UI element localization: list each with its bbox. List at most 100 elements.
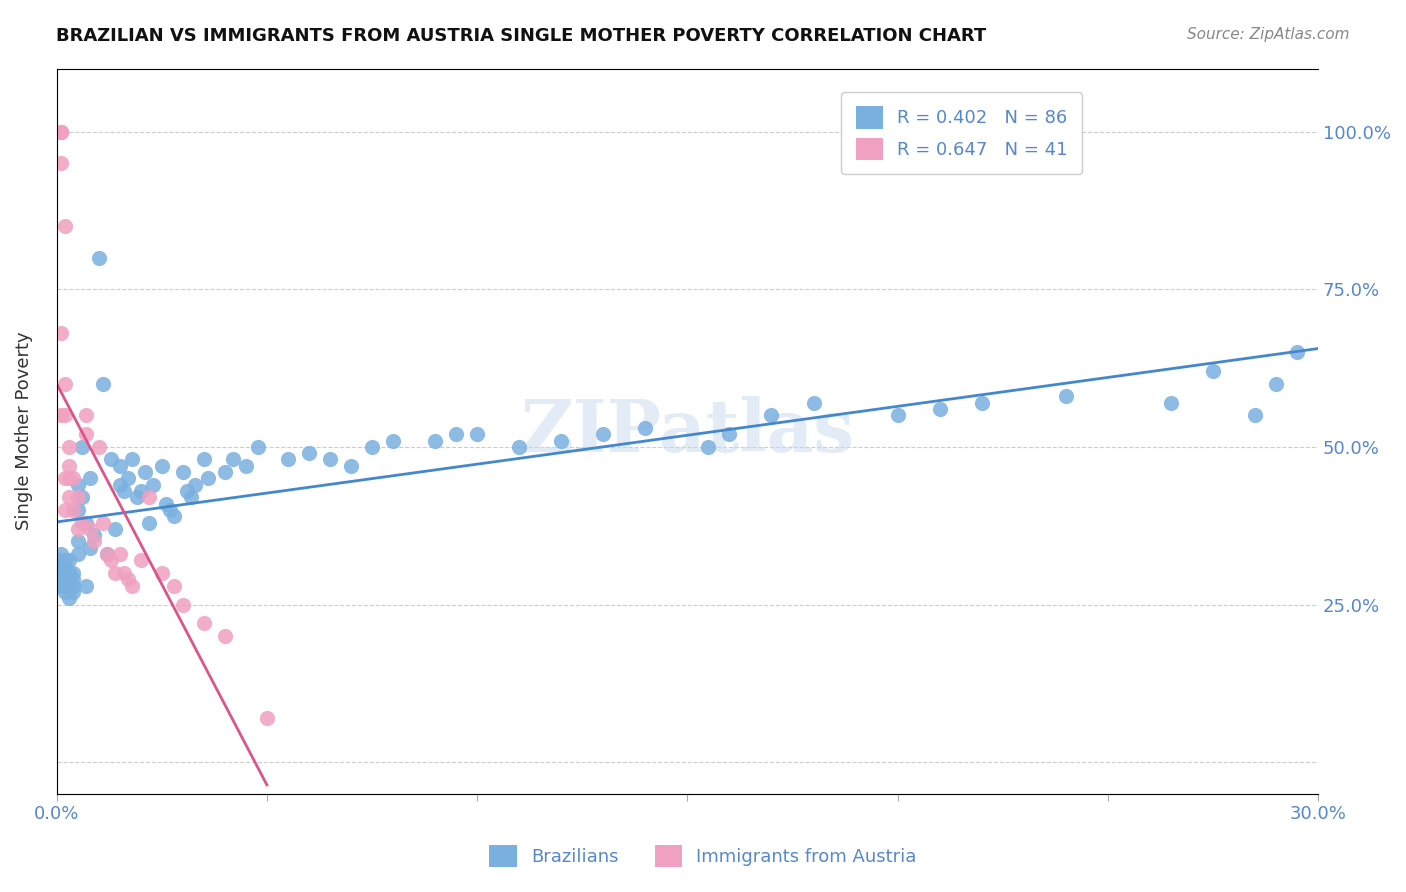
Point xyxy=(138,491,160,505)
Point xyxy=(197,471,219,485)
Point xyxy=(66,503,89,517)
Point xyxy=(66,522,89,536)
Point xyxy=(277,452,299,467)
Point xyxy=(112,483,135,498)
Point xyxy=(121,452,143,467)
Point xyxy=(62,503,84,517)
Point xyxy=(62,471,84,485)
Point xyxy=(91,376,114,391)
Point xyxy=(62,578,84,592)
Y-axis label: Single Mother Poverty: Single Mother Poverty xyxy=(15,332,32,531)
Legend: Brazilians, Immigrants from Austria: Brazilians, Immigrants from Austria xyxy=(482,838,924,874)
Text: BRAZILIAN VS IMMIGRANTS FROM AUSTRIA SINGLE MOTHER POVERTY CORRELATION CHART: BRAZILIAN VS IMMIGRANTS FROM AUSTRIA SIN… xyxy=(56,27,987,45)
Point xyxy=(58,471,80,485)
Point xyxy=(117,572,139,586)
Point xyxy=(718,427,741,442)
Point xyxy=(53,578,76,592)
Point xyxy=(49,553,72,567)
Point xyxy=(53,566,76,580)
Point xyxy=(256,711,278,725)
Point xyxy=(100,452,122,467)
Point xyxy=(58,458,80,473)
Point xyxy=(58,572,80,586)
Point xyxy=(58,566,80,580)
Point xyxy=(96,547,118,561)
Point xyxy=(172,598,194,612)
Point xyxy=(49,326,72,341)
Point xyxy=(142,477,165,491)
Point xyxy=(79,541,101,555)
Point xyxy=(214,465,236,479)
Point xyxy=(235,458,257,473)
Point xyxy=(1160,395,1182,409)
Point xyxy=(970,395,993,409)
Point xyxy=(163,578,186,592)
Point xyxy=(58,553,80,567)
Point xyxy=(163,509,186,524)
Point xyxy=(112,566,135,580)
Point xyxy=(180,491,202,505)
Point xyxy=(104,566,127,580)
Point xyxy=(58,578,80,592)
Point xyxy=(150,458,173,473)
Point xyxy=(58,591,80,606)
Point xyxy=(53,553,76,567)
Point xyxy=(129,553,152,567)
Point xyxy=(79,522,101,536)
Point xyxy=(66,477,89,491)
Point xyxy=(108,458,131,473)
Point xyxy=(53,376,76,391)
Point xyxy=(58,491,80,505)
Point xyxy=(100,553,122,567)
Point xyxy=(70,491,93,505)
Point xyxy=(423,434,446,448)
Point xyxy=(83,534,105,549)
Point xyxy=(104,522,127,536)
Point xyxy=(49,578,72,592)
Point xyxy=(176,483,198,498)
Point xyxy=(550,434,572,448)
Point xyxy=(58,440,80,454)
Point xyxy=(465,427,488,442)
Point xyxy=(87,251,110,265)
Point xyxy=(634,421,657,435)
Point xyxy=(1265,376,1288,391)
Point xyxy=(53,572,76,586)
Point xyxy=(1054,389,1077,403)
Point xyxy=(508,440,530,454)
Point xyxy=(75,578,97,592)
Point xyxy=(298,446,321,460)
Point xyxy=(49,409,72,423)
Legend: R = 0.402   N = 86, R = 0.647   N = 41: R = 0.402 N = 86, R = 0.647 N = 41 xyxy=(841,92,1083,174)
Point xyxy=(53,503,76,517)
Point xyxy=(53,585,76,599)
Point xyxy=(62,572,84,586)
Point xyxy=(66,491,89,505)
Point xyxy=(53,409,76,423)
Point xyxy=(138,516,160,530)
Point xyxy=(75,516,97,530)
Point xyxy=(1286,345,1309,359)
Point xyxy=(134,465,156,479)
Point xyxy=(184,477,207,491)
Point xyxy=(49,566,72,580)
Point xyxy=(129,483,152,498)
Point xyxy=(49,547,72,561)
Point xyxy=(75,409,97,423)
Point xyxy=(214,629,236,643)
Point xyxy=(1244,409,1267,423)
Point xyxy=(361,440,384,454)
Point xyxy=(49,125,72,139)
Point xyxy=(886,409,908,423)
Point xyxy=(125,491,148,505)
Point xyxy=(53,219,76,234)
Point xyxy=(222,452,245,467)
Point xyxy=(87,440,110,454)
Point xyxy=(761,409,783,423)
Point xyxy=(319,452,342,467)
Point xyxy=(75,427,97,442)
Text: Source: ZipAtlas.com: Source: ZipAtlas.com xyxy=(1187,27,1350,42)
Point xyxy=(70,516,93,530)
Point xyxy=(49,156,72,170)
Point xyxy=(247,440,270,454)
